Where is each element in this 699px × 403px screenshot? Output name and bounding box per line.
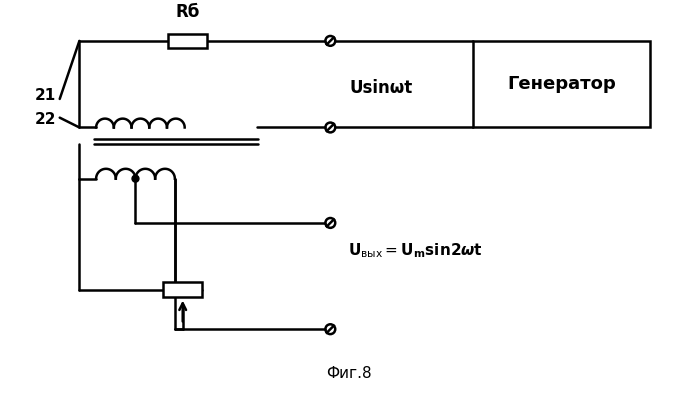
Circle shape: [132, 175, 139, 182]
Bar: [163, 283, 203, 297]
Text: Rб: Rб: [175, 3, 200, 21]
Text: Usinωt: Usinωt: [350, 79, 413, 97]
Text: Фиг.8: Фиг.8: [326, 366, 372, 381]
Text: $\mathbf{U}_{\mathbf{\mathsf{вых}}}=\mathbf{U}_{\mathbf{m}}\mathbf{sin2}\boldsym: $\mathbf{U}_{\mathbf{\mathsf{вых}}}=\mat…: [348, 241, 483, 260]
Text: 21: 21: [35, 89, 57, 104]
Text: 22: 22: [35, 112, 57, 127]
Bar: [168, 33, 208, 48]
Text: Генератор: Генератор: [507, 75, 616, 93]
Bar: [473, 41, 650, 127]
